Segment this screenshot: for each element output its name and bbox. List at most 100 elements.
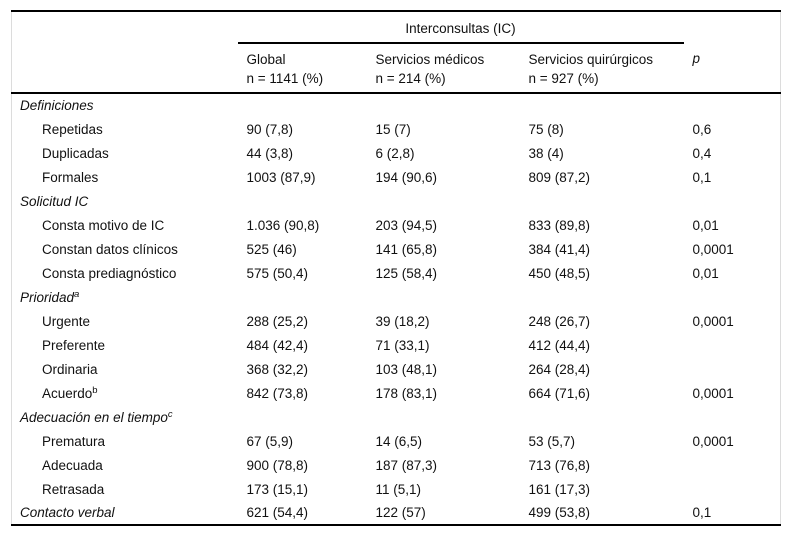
table-row: Consta motivo de IC 1.036 (90,8) 203 (94… [12, 213, 781, 237]
row-label: Contacto verbal [20, 505, 115, 520]
row-label-cell: Constan datos clínicos [12, 237, 238, 261]
global-value-cell [238, 405, 367, 429]
row-label-cell: Adecuada [12, 453, 238, 477]
servicios-medicos-value-cell: 11 (5,1) [375, 481, 422, 497]
row-label: Retrasada [42, 481, 105, 497]
spanner-row: Interconsultas (IC) [12, 11, 781, 44]
column-header-servicios-quirurgicos: Servicios quirúrgicos n = 927 (%) [519, 43, 684, 94]
p-value-cell: 0,0001 [692, 433, 734, 449]
column-header-servicios-medicos-name: Servicios médicos [375, 52, 485, 67]
table-row: Acuerdob 842 (73,8) 178 (83,1) 664 (71,6… [12, 381, 781, 405]
p-value-cell [684, 93, 781, 117]
table-row: Retrasada 173 (15,1) 11 (5,1) 161 (17,3) [12, 477, 781, 501]
table-row: Duplicadas 44 (3,8) 6 (2,8) 38 (4) 0,4 [12, 141, 781, 165]
row-label-cell: Urgente [12, 309, 238, 333]
row-label: Acuerdo [42, 385, 93, 401]
p-value-cell: 0,01 [692, 265, 719, 281]
servicios-medicos-value-cell: 39 (18,2) [375, 313, 430, 329]
global-value-cell: 575 (50,4) [246, 265, 309, 281]
servicios-quirurgicos-value-cell: 450 (48,5) [528, 265, 591, 281]
row-label-cell: Prioridada [12, 285, 238, 309]
global-value-cell: 1003 (87,9) [246, 169, 316, 185]
row-footnote-marker: a [74, 288, 80, 300]
table-row: Repetidas 90 (7,8) 15 (7) 75 (8) 0,6 [12, 117, 781, 141]
servicios-quirurgicos-value-cell: 499 (53,8) [528, 505, 591, 520]
global-value-cell: 173 (15,1) [246, 481, 309, 497]
p-value-cell [684, 453, 781, 477]
row-footnote-marker: c [167, 408, 173, 420]
servicios-medicos-value-cell: 103 (48,1) [375, 361, 438, 377]
global-value-cell [238, 189, 367, 213]
servicios-quirurgicos-value-cell [520, 285, 684, 309]
row-label: Repetidas [42, 121, 103, 137]
row-label-cell: Ordinaria [12, 357, 238, 381]
column-header-global: Global n = 1141 (%) [237, 43, 367, 94]
p-value-cell [684, 405, 781, 429]
row-label: Constan datos clínicos [42, 241, 178, 257]
row-label: Preferente [42, 337, 106, 353]
row-label-cell: Acuerdob [12, 381, 238, 405]
global-value-cell: 842 (73,8) [246, 385, 309, 401]
p-value-cell: 0,1 [692, 505, 712, 520]
servicios-quirurgicos-value-cell: 809 (87,2) [528, 169, 591, 185]
servicios-medicos-value-cell [367, 405, 520, 429]
table-row: Contacto verbal 621 (54,4) 122 (57) 499 … [12, 501, 781, 525]
servicios-medicos-value-cell: 178 (83,1) [375, 385, 438, 401]
servicios-quirurgicos-value-cell: 833 (89,8) [528, 217, 591, 233]
global-value-cell: 368 (32,2) [246, 361, 309, 377]
column-header-row: Global n = 1141 (%) Servicios médicos n … [11, 43, 781, 94]
servicios-medicos-value-cell [367, 285, 520, 309]
p-value-cell: 0,0001 [692, 385, 734, 401]
servicios-medicos-value-cell: 141 (65,8) [375, 241, 438, 257]
servicios-quirurgicos-value-cell: 412 (44,4) [528, 337, 591, 353]
column-header-servicios-quirurgicos-n: n = 927 (%) [528, 71, 599, 86]
row-label: Definiciones [20, 98, 94, 113]
row-label: Ordinaria [42, 361, 98, 377]
row-label-cell: Definiciones [12, 93, 238, 117]
table-spanner-heading: Interconsultas (IC) [237, 11, 684, 44]
global-value-cell [238, 285, 367, 309]
row-label-cell: Consta motivo de IC [12, 213, 238, 237]
column-header-rowlabels [11, 43, 238, 94]
row-label-cell: Adecuación en el tiempoc [12, 405, 238, 429]
p-value-cell [684, 189, 781, 213]
servicios-quirurgicos-value-cell: 264 (28,4) [528, 361, 591, 377]
row-label: Prematura [42, 433, 106, 449]
row-label-cell: Prematura [12, 429, 238, 453]
row-label-cell: Repetidas [12, 117, 238, 141]
servicios-medicos-value-cell: 15 (7) [375, 121, 411, 137]
spanner-row-empty-right [684, 11, 781, 43]
servicios-medicos-value-cell [367, 189, 520, 213]
servicios-quirurgicos-value-cell [520, 189, 684, 213]
table-row: Solicitud IC [12, 189, 781, 213]
servicios-medicos-value-cell: 6 (2,8) [375, 145, 415, 161]
p-value-cell: 0,6 [692, 121, 712, 137]
p-value-cell [684, 477, 781, 501]
p-value-cell [684, 333, 781, 357]
row-label-cell: Consta prediagnóstico [12, 261, 238, 285]
global-value-cell: 621 (54,4) [246, 505, 309, 520]
global-value-cell: 67 (5,9) [246, 433, 294, 449]
global-value-cell: 90 (7,8) [246, 121, 294, 137]
p-value-cell: 0,0001 [692, 241, 734, 257]
row-label-cell: Formales [12, 165, 238, 189]
row-label: Solicitud IC [20, 193, 89, 209]
table-row: Constan datos clínicos 525 (46) 141 (65,… [12, 237, 781, 261]
column-header-global-name: Global [246, 52, 286, 67]
servicios-medicos-value-cell: 187 (87,3) [375, 457, 438, 473]
column-header-servicios-medicos: Servicios médicos n = 214 (%) [366, 43, 520, 94]
servicios-quirurgicos-value-cell: 161 (17,3) [528, 481, 591, 497]
spanner-row-empty-left [12, 11, 238, 43]
interconsultas-table: Interconsultas (IC) Global n = 1141 (%) … [11, 10, 781, 526]
row-label: Prioridad [20, 289, 75, 305]
servicios-quirurgicos-value-cell: 75 (8) [528, 121, 564, 137]
table-row: Prematura 67 (5,9) 14 (6,5) 53 (5,7) 0,0… [12, 429, 781, 453]
table-body: Definiciones Repetidas 90 (7,8) 15 (7) 7… [12, 93, 781, 525]
column-header-global-n: n = 1141 (%) [246, 71, 324, 86]
servicios-quirurgicos-value-cell: 713 (76,8) [528, 457, 591, 473]
servicios-quirurgicos-value-cell [520, 405, 684, 429]
servicios-quirurgicos-value-cell: 248 (26,7) [528, 313, 591, 329]
table-row: Formales 1003 (87,9) 194 (90,6) 809 (87,… [12, 165, 781, 189]
p-value-cell: 0,0001 [692, 313, 734, 329]
